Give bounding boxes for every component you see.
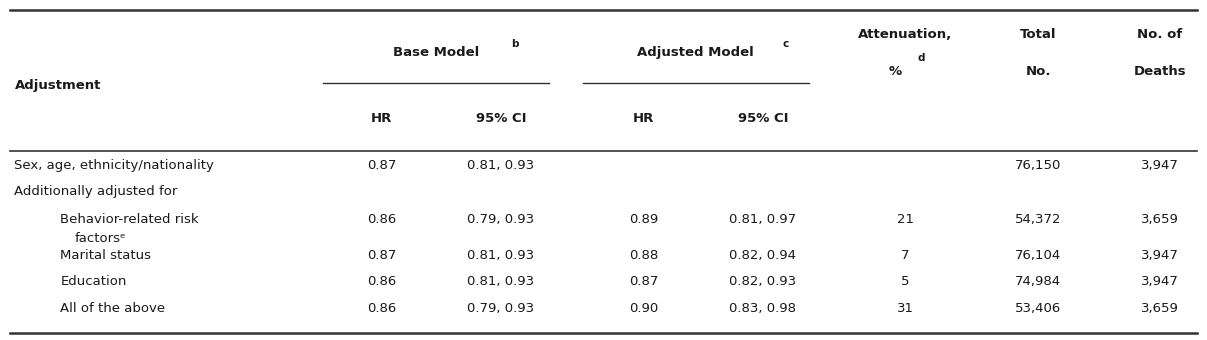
Text: HR: HR xyxy=(371,113,392,125)
Text: 74,984: 74,984 xyxy=(1015,275,1061,288)
Text: d: d xyxy=(917,53,925,63)
Text: 0.89: 0.89 xyxy=(629,213,658,226)
Text: 31: 31 xyxy=(897,302,914,315)
Text: 0.87: 0.87 xyxy=(367,159,396,172)
Text: 0.88: 0.88 xyxy=(629,249,658,262)
Text: 0.86: 0.86 xyxy=(367,302,396,315)
Text: 0.87: 0.87 xyxy=(367,249,396,262)
Text: 0.81, 0.93: 0.81, 0.93 xyxy=(467,249,535,262)
Text: 0.79, 0.93: 0.79, 0.93 xyxy=(467,302,535,315)
Text: 3,659: 3,659 xyxy=(1141,302,1179,315)
Text: 76,150: 76,150 xyxy=(1015,159,1061,172)
Text: 3,947: 3,947 xyxy=(1141,249,1179,262)
Text: 76,104: 76,104 xyxy=(1015,249,1061,262)
Text: 0.81, 0.93: 0.81, 0.93 xyxy=(467,159,535,172)
Text: 5: 5 xyxy=(900,275,910,288)
Text: Marital status: Marital status xyxy=(60,249,151,262)
Text: Attenuation,: Attenuation, xyxy=(858,28,952,40)
Text: Additionally adjusted for: Additionally adjusted for xyxy=(14,185,177,198)
Text: 0.83, 0.98: 0.83, 0.98 xyxy=(729,302,797,315)
Text: 3,947: 3,947 xyxy=(1141,159,1179,172)
Text: 53,406: 53,406 xyxy=(1015,302,1061,315)
Text: %: % xyxy=(890,65,902,78)
Text: 3,659: 3,659 xyxy=(1141,213,1179,226)
Text: 0.86: 0.86 xyxy=(367,213,396,226)
Text: b: b xyxy=(512,39,519,49)
Text: 7: 7 xyxy=(900,249,910,262)
Text: Education: Education xyxy=(60,275,127,288)
Text: Adjustment: Adjustment xyxy=(14,79,101,92)
Text: 54,372: 54,372 xyxy=(1015,213,1061,226)
Text: No.: No. xyxy=(1025,65,1051,78)
Text: 95% CI: 95% CI xyxy=(737,113,788,125)
Text: Base Model: Base Model xyxy=(393,46,479,59)
Text: Behavior-related risk: Behavior-related risk xyxy=(60,213,199,226)
Text: factorsᵉ: factorsᵉ xyxy=(75,232,127,245)
Text: Total: Total xyxy=(1020,28,1056,40)
Text: c: c xyxy=(782,39,789,49)
Text: 0.90: 0.90 xyxy=(629,302,658,315)
Text: Sex, age, ethnicity/nationality: Sex, age, ethnicity/nationality xyxy=(14,159,215,172)
Text: 0.82, 0.93: 0.82, 0.93 xyxy=(729,275,797,288)
Text: 0.81, 0.93: 0.81, 0.93 xyxy=(467,275,535,288)
Text: 0.86: 0.86 xyxy=(367,275,396,288)
Text: No. of: No. of xyxy=(1137,28,1183,40)
Text: 21: 21 xyxy=(897,213,914,226)
Text: Deaths: Deaths xyxy=(1133,65,1186,78)
Text: 0.79, 0.93: 0.79, 0.93 xyxy=(467,213,535,226)
Text: 0.81, 0.97: 0.81, 0.97 xyxy=(729,213,797,226)
Text: All of the above: All of the above xyxy=(60,302,165,315)
Text: 95% CI: 95% CI xyxy=(476,113,526,125)
Text: 0.82, 0.94: 0.82, 0.94 xyxy=(729,249,797,262)
Text: 3,947: 3,947 xyxy=(1141,275,1179,288)
Text: 0.87: 0.87 xyxy=(629,275,658,288)
Text: Adjusted Model: Adjusted Model xyxy=(637,46,754,59)
Text: HR: HR xyxy=(632,113,654,125)
